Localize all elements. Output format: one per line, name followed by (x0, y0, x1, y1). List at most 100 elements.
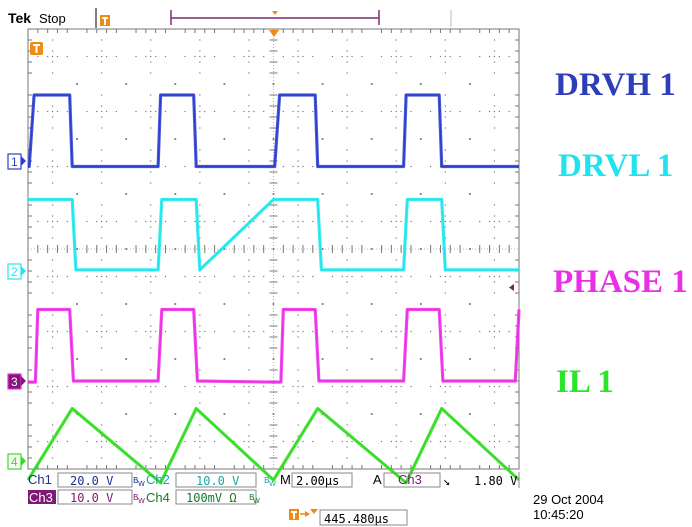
grid-cross (125, 193, 128, 195)
grid-dot (444, 160, 446, 162)
grid-dot (37, 165, 39, 168)
grid-dot (292, 385, 294, 388)
grid-dot (135, 220, 137, 223)
grid-dot (150, 391, 152, 393)
grid-dot (331, 275, 334, 278)
grid-dot (302, 55, 304, 58)
grid-dot (101, 127, 103, 129)
ch2-ground-arrow (21, 266, 26, 276)
bw-icon: B (133, 476, 139, 485)
ch3-marker-label: 3 (11, 375, 18, 389)
grid-dot (430, 440, 432, 443)
grid-dot (248, 330, 250, 333)
grid-dot (199, 61, 201, 63)
grid-dot (297, 72, 299, 74)
grid-dot (51, 160, 54, 162)
grid-dot (150, 127, 152, 129)
grid-dot (164, 110, 167, 113)
grid-dot (390, 220, 392, 223)
grid-dot (253, 275, 255, 278)
grid-dot (51, 424, 54, 426)
grid-dot (297, 391, 299, 393)
grid-dot (199, 182, 201, 184)
grid-dot (312, 330, 314, 333)
grid-dot (248, 385, 250, 388)
grid-dot (493, 435, 496, 437)
grid-dot (302, 220, 304, 223)
grid-cross (321, 138, 324, 140)
grid-dot (47, 330, 49, 333)
grid-dot (331, 440, 334, 443)
grid-dot (47, 275, 49, 278)
grid-dot (493, 149, 496, 151)
grid-cross (223, 83, 226, 85)
grid-dot (51, 55, 54, 58)
timebase-prefix: M (280, 472, 291, 487)
grid-dot (248, 149, 250, 151)
grid-cross (370, 83, 373, 85)
grid-dot (395, 292, 397, 294)
grid-dot (47, 440, 49, 443)
grid-dot (248, 160, 250, 162)
grid-dot (150, 440, 152, 443)
grid-dot (297, 215, 299, 217)
grid-dot (498, 385, 500, 388)
grid-dot (86, 110, 88, 113)
grid-dot (150, 314, 152, 316)
grid-dot (184, 110, 186, 113)
grid-dot (493, 330, 496, 333)
grid-dot (47, 110, 49, 113)
grid-dot (115, 275, 117, 278)
grid-dot (101, 204, 103, 206)
bw-icon-sub: W (138, 497, 145, 505)
grid-dot (297, 369, 299, 371)
grid-cross (321, 358, 324, 360)
grid-dot (479, 55, 481, 58)
grid-dot (292, 275, 294, 278)
grid-dot (493, 160, 496, 162)
bw-icon: B (249, 493, 255, 502)
grid-dot (297, 171, 299, 173)
grid-dot (395, 391, 397, 393)
grid-dot (56, 110, 59, 113)
grid-dot (430, 55, 432, 58)
grid-dot (51, 50, 54, 52)
grid-dot (498, 55, 500, 58)
grid-dot (444, 440, 446, 443)
grid-dot (297, 226, 299, 228)
grid-dot (199, 330, 201, 333)
grid-dot (253, 385, 255, 388)
grid-dot (297, 165, 299, 168)
grid-cross (419, 83, 422, 85)
grid-dot (346, 385, 348, 388)
grid-dot (51, 105, 54, 107)
ch4-scale-box (175, 489, 257, 505)
bw-icon-sub: W (269, 480, 276, 488)
grid-dot (199, 110, 201, 113)
grid-dot (331, 55, 334, 58)
grid-dot (101, 314, 103, 316)
grid-dot (390, 330, 392, 333)
grid-dot (213, 440, 216, 443)
grid-dot (493, 391, 496, 393)
grid-dot (51, 127, 54, 129)
grid-dot (150, 72, 152, 74)
grid-dot (297, 116, 299, 118)
grid-dot (312, 55, 314, 58)
grid-dot (51, 39, 54, 41)
grid-dot (105, 275, 108, 278)
readout-panel: Ch1 20.0 V B W Ch2 10.0 V B W M 2.00µs A… (28, 472, 604, 526)
grid-dot (400, 440, 402, 443)
grid-dot (105, 440, 108, 443)
grid-cross (469, 193, 471, 195)
grid-cross (272, 248, 275, 250)
grid-dot (248, 72, 250, 74)
grid-dot (459, 110, 461, 113)
grid-dot (410, 330, 412, 333)
grid-dot (346, 292, 348, 294)
grid-dot (150, 105, 152, 107)
grid-dot (150, 275, 152, 278)
grid-dot (361, 385, 363, 388)
grid-cross (174, 303, 177, 305)
grid-dot (101, 325, 103, 327)
